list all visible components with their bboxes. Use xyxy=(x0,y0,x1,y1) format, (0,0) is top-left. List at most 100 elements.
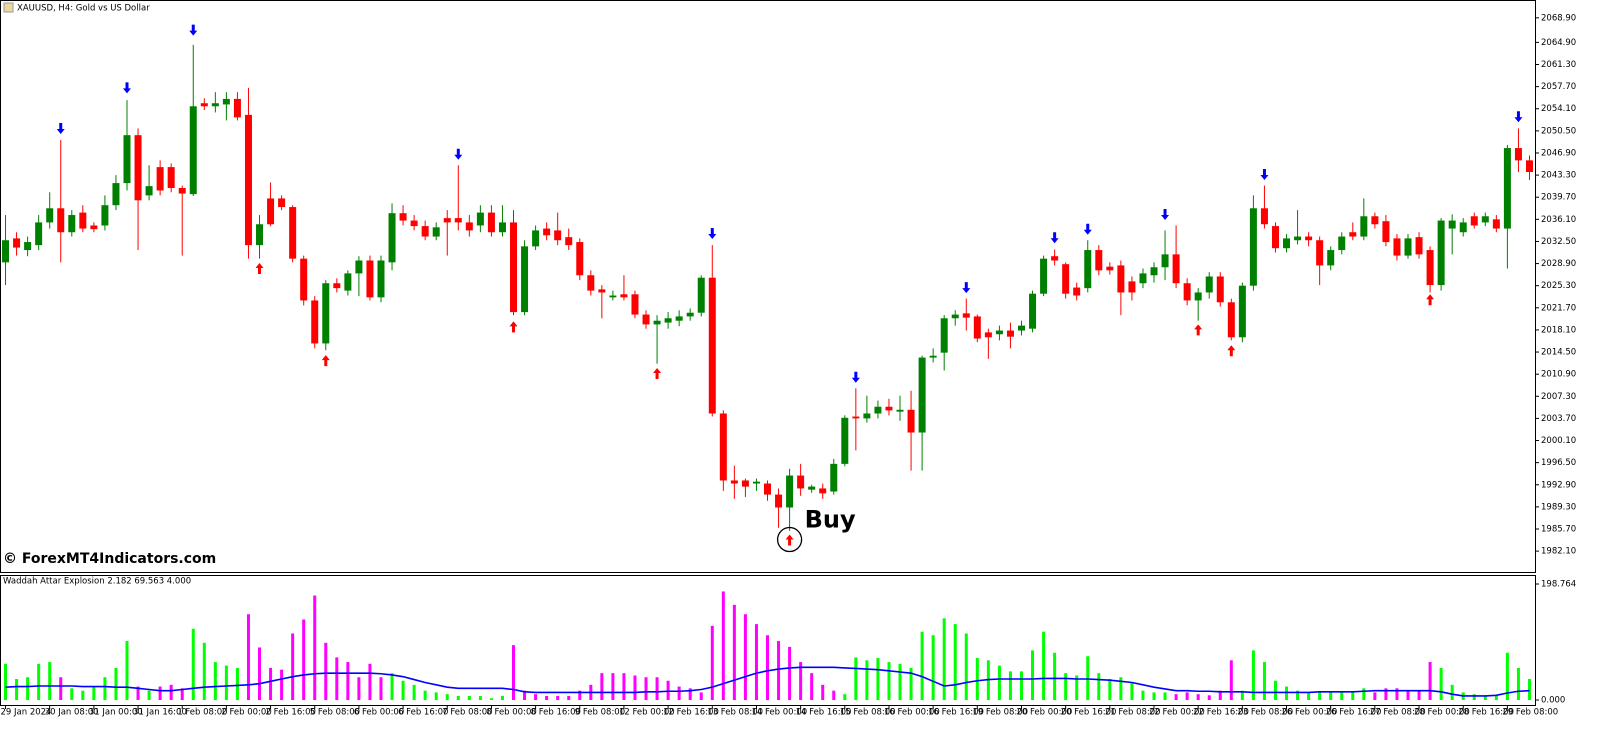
candle-body xyxy=(57,208,65,233)
histogram-bar xyxy=(688,688,692,700)
candle-body xyxy=(498,222,506,233)
histogram-bar xyxy=(644,677,648,700)
candle-body xyxy=(432,227,440,237)
histogram-bar xyxy=(103,677,107,700)
histogram-bar xyxy=(180,688,184,700)
candle-body xyxy=(543,228,551,236)
histogram-bar xyxy=(1097,673,1101,700)
candle-body xyxy=(1117,265,1125,293)
histogram-bar xyxy=(258,647,262,700)
histogram-bar xyxy=(59,677,63,700)
sell-arrow xyxy=(1260,169,1269,181)
candle-body xyxy=(1459,222,1467,233)
candle-body xyxy=(708,277,716,414)
candle-body xyxy=(830,463,838,492)
histogram-bar xyxy=(467,695,471,700)
candle-body xyxy=(1183,283,1191,301)
histogram-bar xyxy=(1042,631,1046,700)
x-tick-label: 29 Jan 2024 xyxy=(1,708,52,718)
candle-body xyxy=(2,240,10,263)
histogram-bar xyxy=(269,667,273,700)
histogram-bar xyxy=(743,614,747,700)
histogram-bar xyxy=(788,646,792,700)
histogram-bar xyxy=(732,604,736,700)
histogram-bar xyxy=(191,628,195,700)
candle-body xyxy=(631,294,639,315)
candle-body xyxy=(1294,236,1302,241)
x-tick-label: 8 Feb 16:00 xyxy=(531,708,581,718)
histogram-bar xyxy=(1505,652,1509,700)
candle-body xyxy=(808,486,816,490)
histogram-bar xyxy=(1273,680,1277,700)
histogram-bar xyxy=(136,686,140,700)
candle-body xyxy=(1095,250,1103,271)
histogram-bar xyxy=(1406,690,1410,700)
candle-body xyxy=(929,355,937,358)
indicator-title: Waddah Attar Explosion 2.182 69.563 4.00… xyxy=(3,577,191,587)
histogram-bar xyxy=(48,662,52,700)
candle-body xyxy=(576,242,584,276)
histogram-bar xyxy=(1119,677,1123,700)
sell-arrow xyxy=(708,227,717,239)
histogram-bar xyxy=(843,694,847,700)
histogram-bar xyxy=(578,690,582,700)
y-tick-label: 2025.30 xyxy=(1541,281,1576,291)
watermark: © ForexMT4Indicators.com xyxy=(3,551,216,567)
candle-body xyxy=(256,224,264,246)
candle-body xyxy=(510,222,518,313)
y-tick-label: 2054.10 xyxy=(1541,104,1576,114)
y-tick-label: 1985.70 xyxy=(1541,524,1576,534)
histogram-bar xyxy=(633,675,637,700)
histogram-bar xyxy=(500,695,504,700)
histogram-bar xyxy=(876,657,880,700)
histogram-bar xyxy=(1141,690,1145,700)
y-tick-label: 2057.70 xyxy=(1541,82,1576,92)
candle-body xyxy=(112,183,120,206)
histogram-bar xyxy=(512,645,516,700)
x-tick-label: 31 Jan 00:00 xyxy=(89,708,143,718)
histogram-bar xyxy=(1395,688,1399,700)
histogram-bar xyxy=(953,624,957,700)
candle-body xyxy=(1305,236,1313,241)
candle-body xyxy=(686,312,694,317)
candle-body xyxy=(1161,254,1169,268)
candle-body xyxy=(764,483,771,495)
histogram-bar xyxy=(721,591,725,700)
histogram-bar xyxy=(799,662,803,700)
histogram-bar xyxy=(401,680,405,700)
histogram-bar xyxy=(235,667,239,700)
histogram-bar xyxy=(92,686,96,700)
x-tick-label: 27 Feb 08:00 xyxy=(1370,708,1426,718)
candle-body xyxy=(189,106,197,195)
x-tick-label: 16 Feb 00:00 xyxy=(884,708,940,718)
candle-body xyxy=(476,212,484,226)
sell-arrow xyxy=(962,282,971,294)
histogram-bar xyxy=(832,690,836,700)
histogram-bar xyxy=(1296,690,1300,700)
buy-arrow xyxy=(255,262,264,274)
candle-body xyxy=(752,481,760,484)
candle-body xyxy=(786,475,794,508)
histogram-bar xyxy=(213,662,217,700)
histogram-bar xyxy=(1450,684,1454,700)
y-tick-label: 2061.30 xyxy=(1541,60,1576,70)
y-tick-label: 2039.70 xyxy=(1541,193,1576,203)
x-tick-label: 8 Feb 00:00 xyxy=(486,708,536,718)
histogram-bar xyxy=(1307,692,1311,700)
candle-body xyxy=(1106,266,1114,271)
sell-arrow xyxy=(122,82,131,94)
candle-body xyxy=(609,295,617,298)
candle-body xyxy=(940,318,948,353)
x-tick-label: 28 Feb 00:00 xyxy=(1414,708,1470,718)
annotation-circle xyxy=(776,526,803,553)
y-tick-label: 2050.50 xyxy=(1541,126,1576,136)
histogram-bar xyxy=(666,680,670,700)
histogram-bar xyxy=(567,695,571,700)
histogram-bar xyxy=(754,624,758,700)
y-tick-label: 2032.50 xyxy=(1541,237,1576,247)
histogram-bar xyxy=(423,690,427,700)
candle-body xyxy=(1503,148,1511,229)
x-tick-label: 19 Feb 08:00 xyxy=(972,708,1028,718)
sell-arrow xyxy=(1514,111,1523,123)
histogram-bar xyxy=(1031,650,1035,700)
